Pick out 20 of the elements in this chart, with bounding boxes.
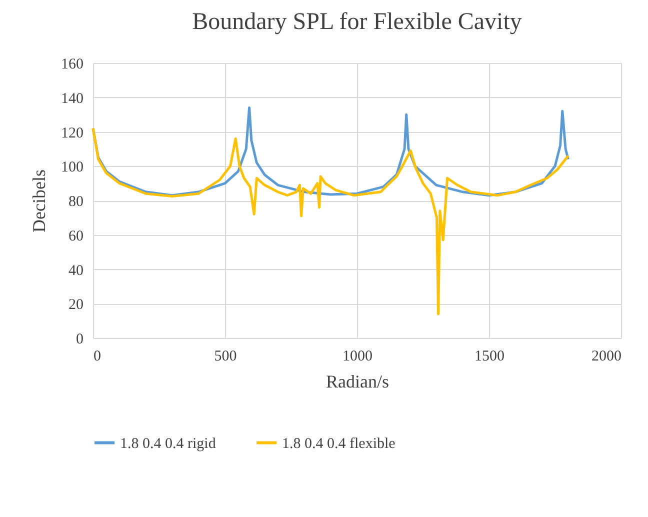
x-tick-label: 1000: [342, 348, 372, 364]
y-tick-label: 120: [61, 125, 84, 142]
legend-label: 1.8 0.4 0.4 flexible: [282, 436, 396, 452]
legend-label: 1.8 0.4 0.4 rigid: [120, 436, 216, 452]
x-axis-title: Radian/s: [326, 372, 389, 392]
y-tick-label: 160: [61, 56, 84, 72]
line-series: [92, 127, 570, 316]
y-tick-label: 20: [68, 297, 84, 314]
y-tick-label: 60: [68, 228, 84, 244]
y-tick-label: 140: [61, 90, 84, 107]
x-tick-label: 1500: [474, 348, 504, 364]
y-tick-label: 100: [61, 160, 84, 176]
y-tick-label: 80: [68, 194, 84, 210]
chart-title: Boundary SPL for Flexible Cavity: [192, 9, 522, 35]
x-tick-label: 0: [94, 348, 101, 364]
x-tick-label: 2000: [592, 348, 622, 364]
x-tick-label: 500: [214, 348, 237, 364]
y-tick-label: 40: [68, 262, 84, 279]
y-axis-title: Decibels: [29, 170, 49, 232]
y-tick-label: 0: [76, 332, 84, 348]
